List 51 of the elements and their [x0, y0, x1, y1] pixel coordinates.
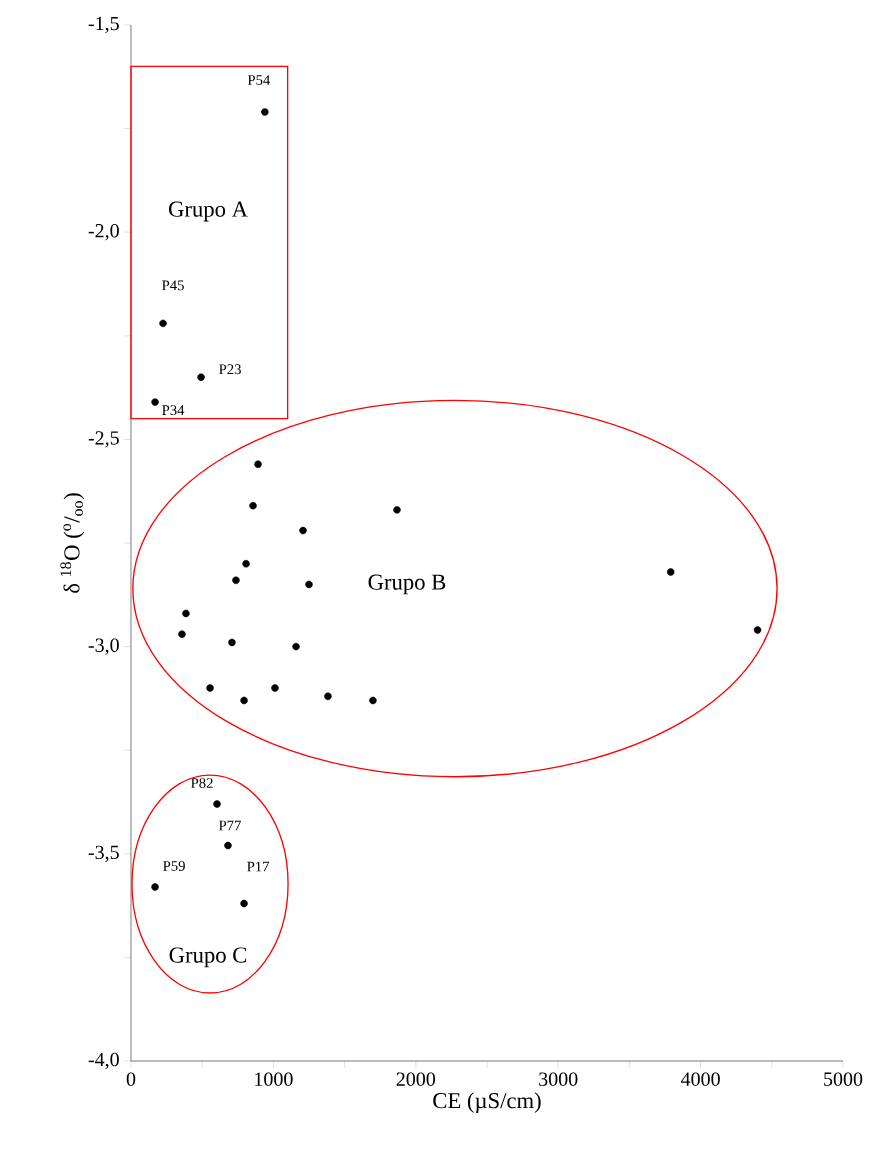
point — [224, 841, 232, 850]
annotation: P45 — [162, 280, 184, 291]
point — [292, 642, 300, 651]
point — [182, 609, 190, 618]
point — [228, 638, 236, 647]
point — [261, 108, 269, 116]
annotation: Grupo C — [169, 947, 247, 968]
y-tick-label: -1,5 — [88, 16, 119, 34]
point — [305, 580, 313, 589]
y-tick-label: -4,0 — [88, 1052, 119, 1070]
point — [242, 559, 250, 568]
point — [369, 696, 377, 705]
annotation: Grupo A — [168, 201, 248, 222]
point — [254, 460, 262, 468]
annotation: P59 — [163, 861, 185, 871]
x-tick-label: 5000 — [824, 1072, 863, 1086]
annotation: P17 — [247, 861, 270, 872]
point — [240, 899, 248, 908]
x-tick-label: 0 — [126, 1072, 136, 1086]
y-tick-label: -3,5 — [88, 845, 119, 862]
annotation: P54 — [247, 75, 271, 85]
annotation: P82 — [191, 778, 213, 789]
point — [232, 576, 240, 585]
y-axis-title: δ $^{18}$O ($^{o}$/$_{oo}$) — [60, 493, 85, 593]
x-tick-label: 4000 — [681, 1072, 720, 1086]
point — [151, 398, 159, 406]
x-tick-label: 3000 — [539, 1072, 578, 1086]
point — [197, 373, 205, 381]
point — [178, 630, 186, 638]
point — [206, 684, 214, 692]
point — [299, 526, 307, 535]
point — [324, 692, 332, 701]
x-tick-label: 2000 — [396, 1072, 436, 1086]
point — [271, 684, 279, 692]
point — [213, 800, 221, 808]
point — [151, 883, 159, 891]
annotation: P77 — [218, 820, 241, 831]
point — [249, 501, 257, 510]
point — [159, 319, 167, 328]
annotation: Grupo B — [368, 574, 446, 595]
x-tick-label: 1000 — [255, 1072, 293, 1086]
y-tick-label: -2,0 — [88, 224, 119, 241]
point — [666, 568, 675, 576]
y-tick-label: -3,0 — [88, 638, 119, 655]
y-tick-label: -2,5 — [88, 431, 119, 448]
point — [753, 626, 762, 634]
annotation: P23 — [219, 364, 241, 375]
annotation: P34 — [162, 405, 185, 416]
x-axis-title: CE (µS/cm) — [433, 1092, 541, 1113]
point — [393, 506, 401, 514]
point — [240, 696, 248, 705]
